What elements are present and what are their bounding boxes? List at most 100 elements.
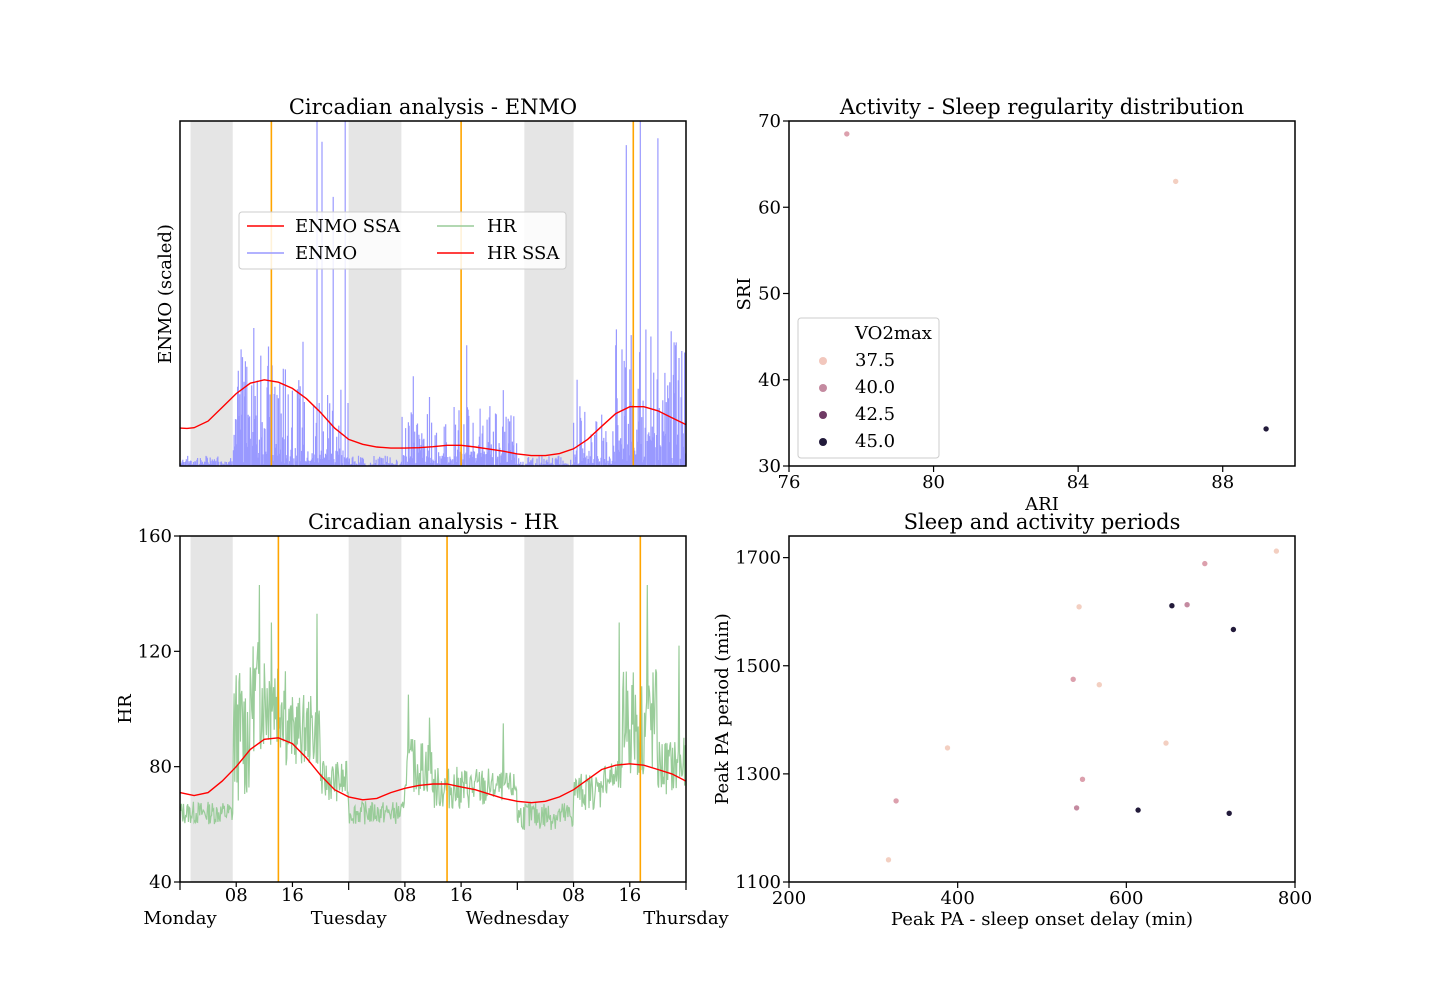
scatter-point [1162,739,1170,747]
legend-label-enmo-ssa: ENMO SSA [295,216,401,237]
periods-points [885,547,1280,864]
vo2max-legend: VO2max 37.5 40.0 42.5 45.0 [797,317,940,459]
x-tick-label: 800 [1278,888,1312,909]
regularity-title: Activity - Sleep regularity distribution [839,95,1244,119]
enmo-series [179,121,686,466]
regularity-axes-frame [788,120,1296,467]
hr-axes-frame [179,535,687,883]
legend-label-37-5: 37.5 [855,350,895,371]
scatter-point [1172,178,1179,185]
x-tick-label: 84 [1067,472,1090,493]
hr-peak-lines [277,536,642,882]
legend-swatch-40-0 [819,384,827,392]
regularity-ylabel: SRI [734,278,755,311]
scatter-point [885,856,892,864]
periods-panel: 200 400 600 800 1100 1300 1500 1700 Sleep and a… [712,510,1312,930]
y-tick-label: 1300 [735,764,781,785]
y-tick-label: 120 [138,641,172,662]
enmo-bars [179,121,686,466]
y-tick-label: 160 [138,526,172,547]
periods-ylabel: Peak PA period (min) [712,613,733,805]
legend-label-enmo: ENMO [295,243,357,264]
y-tick-label: 60 [758,197,781,218]
x-tick-label: 200 [772,888,806,909]
legend-box [797,317,940,459]
legend-label-42-5: 42.5 [855,404,895,425]
periods-axes-frame [788,535,1296,883]
day-label: Thursday [643,908,729,929]
enmo-panel: Circadian analysis - ENMO ENMO (scaled) … [155,95,687,467]
enmo-title: Circadian analysis - ENMO [289,95,577,119]
hr-ssa-line [179,737,687,804]
scatter-point [843,130,851,138]
x-tick-label: 88 [1211,472,1234,493]
periods-xlabel: Peak PA - sleep onset delay (min) [891,909,1193,930]
regularity-xlabel: ARI [1024,494,1059,515]
legend-box [238,211,567,270]
day-label: Tuesday [311,908,388,929]
periods-title: Sleep and activity periods [904,510,1181,534]
legend-title: VO2max [854,323,932,344]
scatter-point [1096,681,1103,689]
hr-panel: 40 80 120 160 08 16 08 16 08 16 Monday Tuesday Wedne… [115,510,730,929]
legend-label-40-0: 40.0 [855,377,895,398]
y-tick-label: 1500 [735,656,781,677]
y-tick-label: 80 [149,757,172,778]
x-tick-label: 600 [1109,888,1143,909]
scatter-point [892,797,900,805]
y-tick-label: 30 [758,456,781,477]
scatter-point [1168,602,1176,610]
x-tick-label: 400 [940,888,974,909]
legend-label-45-0: 45.0 [855,431,895,452]
x-tick-label: 76 [778,472,801,493]
night-shade-band [190,121,233,466]
enmo-night-shading [190,121,574,466]
enmo-peak-lines [270,121,635,466]
night-shade-band [348,536,402,882]
periods-ticks: 200 400 600 800 1100 1300 1500 1700 [735,548,1312,909]
scatter-point [1134,806,1142,814]
hr-title: Circadian analysis - HR [308,510,559,534]
x-tick-label: 16 [281,885,304,906]
night-shade-band [190,536,233,882]
night-shade-band [524,121,574,466]
night-shade-band [524,536,574,882]
day-label: Wednesday [466,908,570,929]
enmo-axes-frame [179,120,687,467]
enmo-ssa-line [179,379,687,457]
regularity-points [843,130,1270,433]
y-tick-label: 40 [758,370,781,391]
legend-swatch-42-5 [819,411,827,419]
scatter-point [1069,675,1077,683]
scatter-point [1262,425,1270,433]
scatter-point [1073,804,1080,812]
scatter-point [944,744,951,752]
hr-ticks: 40 80 120 160 08 16 08 16 08 16 Monday Tuesday Wedne… [138,526,730,929]
y-tick-label: 1700 [735,548,781,569]
scatter-point [1273,547,1280,555]
legend-swatch-37-5 [819,357,827,365]
enmo-legend: ENMO SSA ENMO HR HR SSA [238,211,567,270]
regularity-ticks: 76 80 84 88 30 40 50 60 70 [758,111,1234,493]
hr-ylabel: HR [115,694,136,724]
enmo-ylabel: ENMO (scaled) [155,224,176,364]
hr-night-shading [190,536,574,882]
scatter-point [1225,809,1233,817]
scatter-point [1201,560,1209,567]
hr-series-line [179,584,686,831]
y-tick-label: 70 [758,111,781,132]
scatter-point [1079,775,1086,783]
scatter-point [1230,626,1237,633]
scatter-point [1075,603,1083,611]
y-tick-label: 50 [758,284,781,305]
legend-label-hr-ssa: HR SSA [487,243,560,264]
legend-swatch-45-0 [819,438,827,446]
legend-label-hr: HR [487,216,517,237]
y-tick-label: 1100 [735,872,781,893]
night-shade-band [348,121,402,466]
x-tick-label: 08 [562,885,585,906]
x-tick-label: 08 [393,885,416,906]
scatter-point [1183,601,1191,609]
x-tick-label: 16 [618,885,641,906]
